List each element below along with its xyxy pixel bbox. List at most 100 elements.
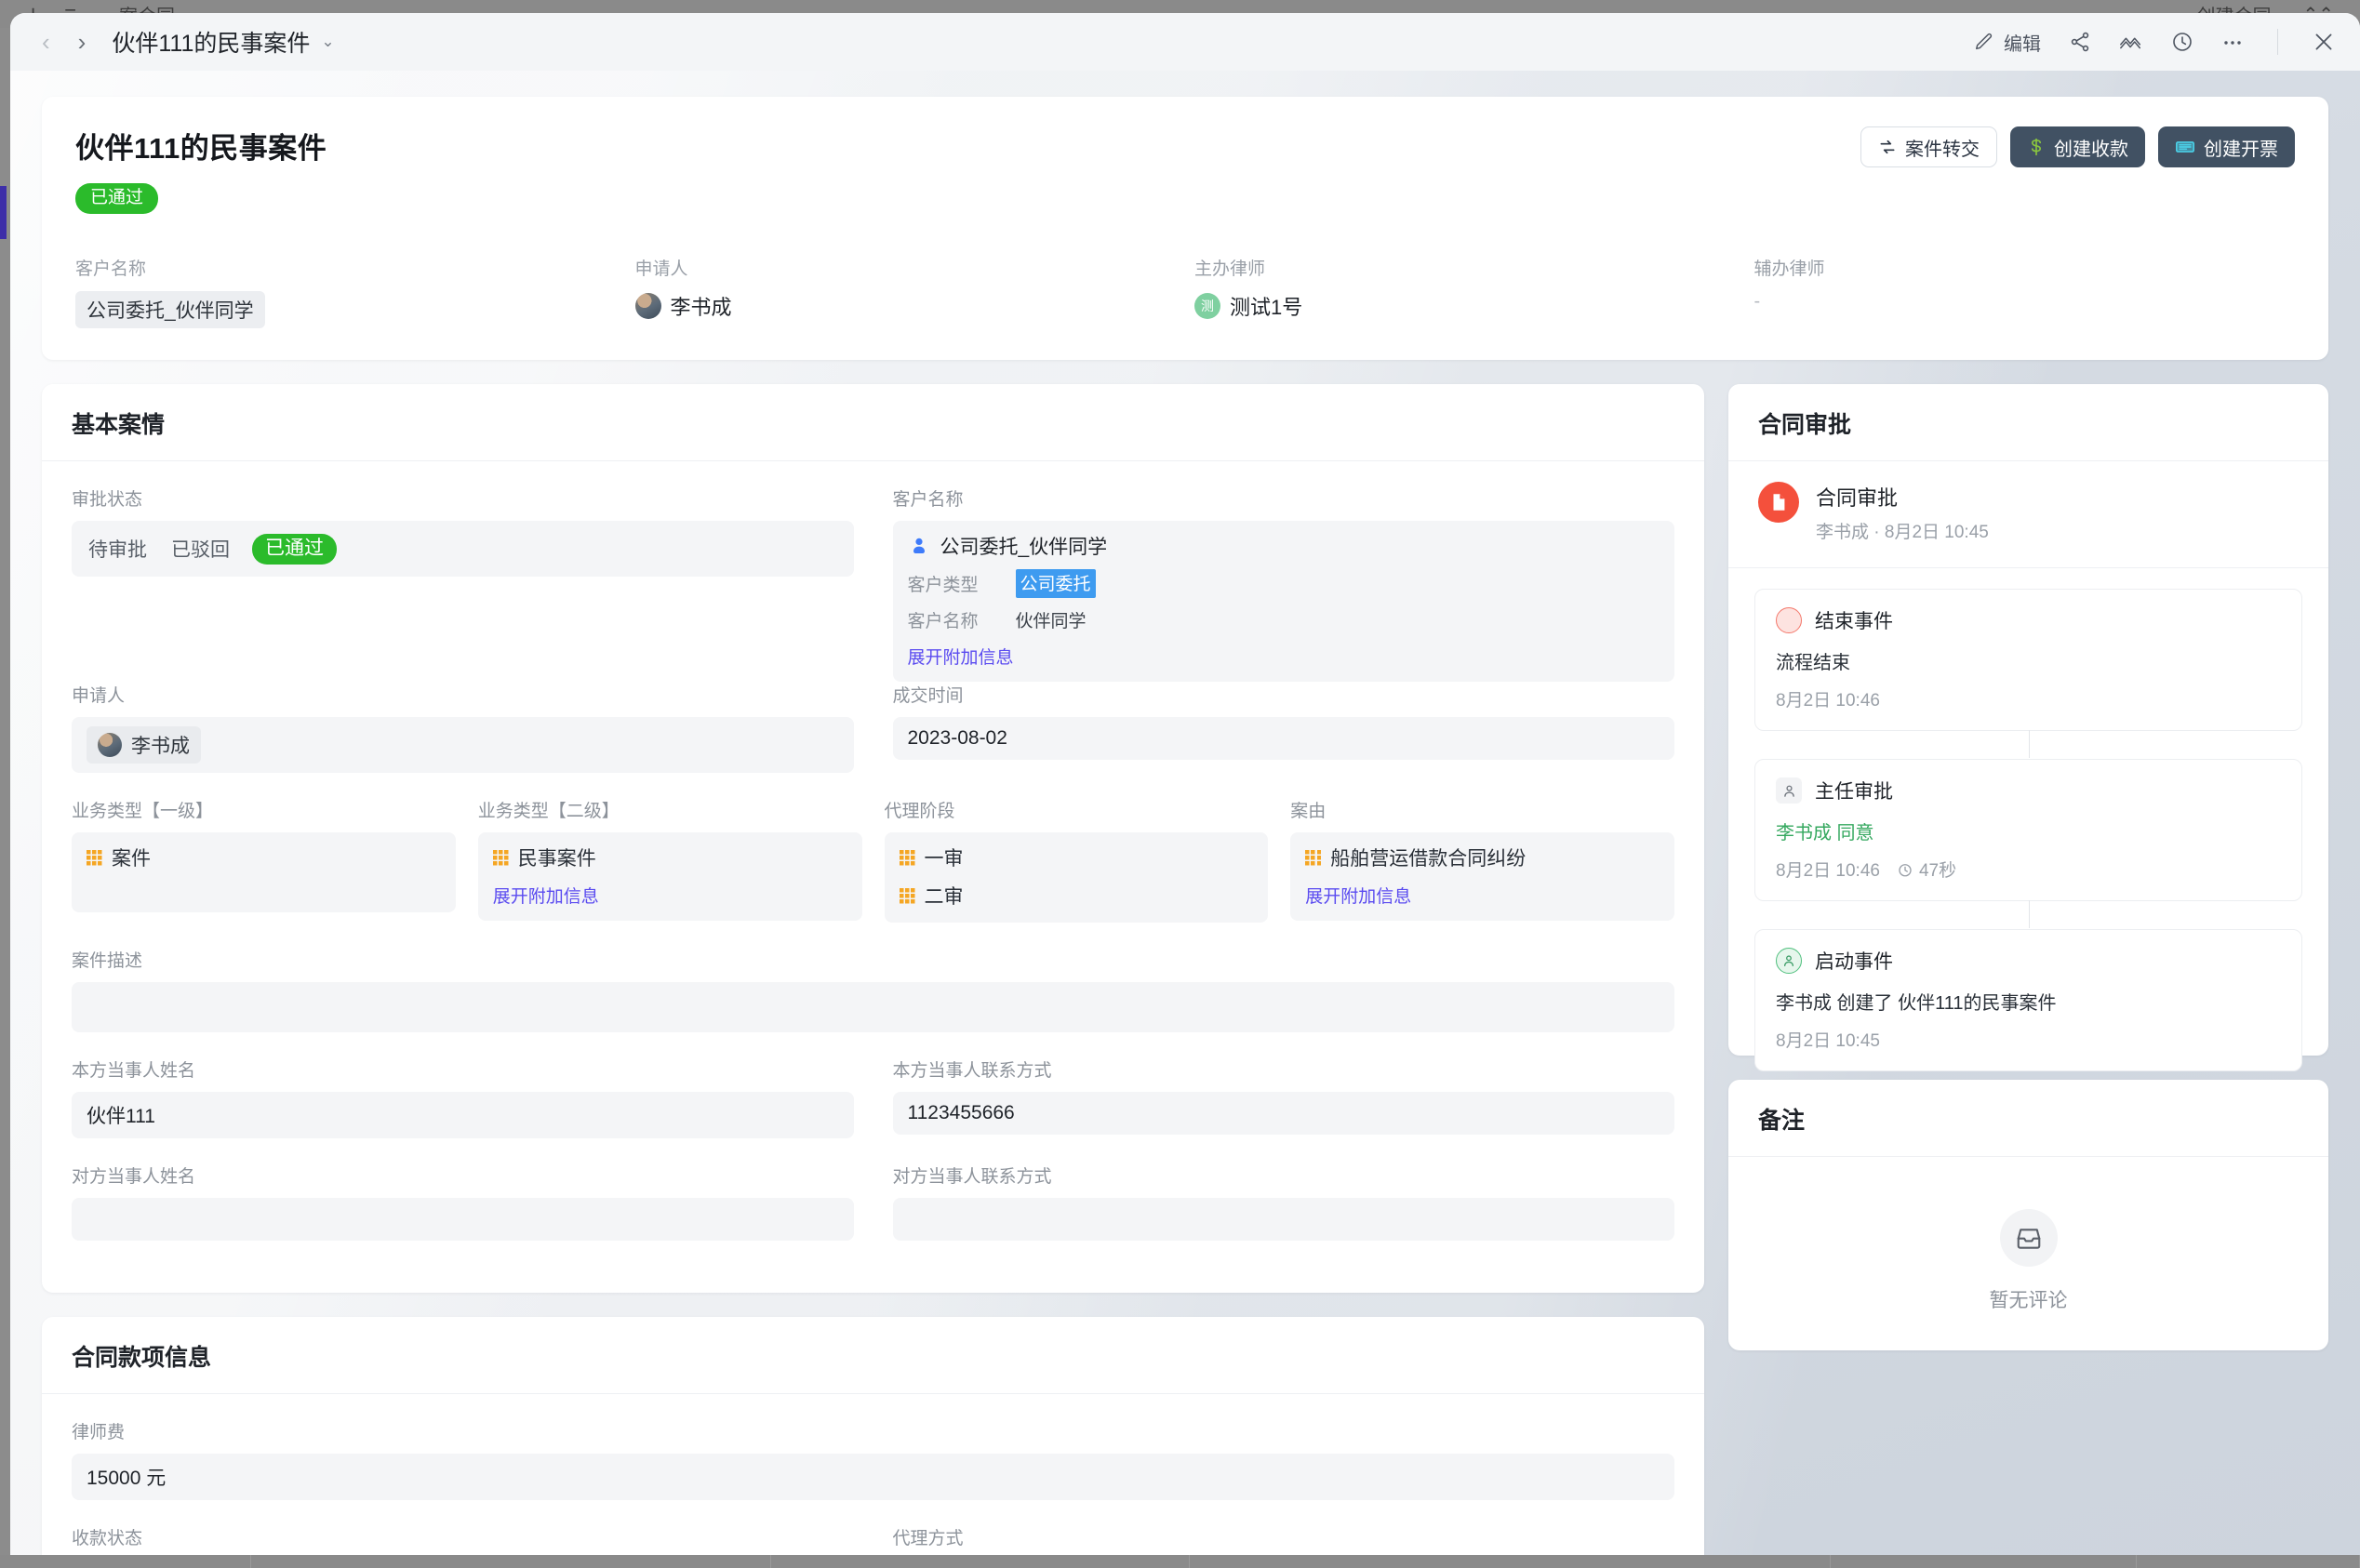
main-grid: 基本案情 审批状态 待审批 已驳回 已通过 (42, 384, 2328, 1557)
edit-button[interactable]: 编辑 (1974, 29, 2041, 56)
page-title: 伙伴111的民事案件 ⌄ (112, 25, 334, 59)
lawyer-fee-value[interactable]: 15000 元 (72, 1454, 1674, 1500)
customer-row-type: 客户类型 公司委托 (908, 569, 1660, 598)
cause-expand-link[interactable]: 展开附加信息 (1305, 887, 1412, 907)
biz-type-l1-tag: 案件 (87, 844, 441, 871)
status-badge: 已通过 (75, 183, 159, 214)
detail-modal: ‹ › 伙伴111的民事案件 ⌄ 编辑 伙伴111的民事案件 已通过 (10, 13, 2360, 1557)
biz-type-l2-label: 业务类型【二级】 (477, 802, 620, 821)
right-column: 合同审批 合同审批 李书成 · 8月2日 10:45 (1728, 384, 2328, 1557)
left-column: 基本案情 审批状态 待审批 已驳回 已通过 (42, 384, 1704, 1557)
timeline-duration-1: 47秒 (1897, 857, 1956, 882)
customer-type-value: 公司委托 (1015, 569, 1096, 598)
grid-icon (1305, 849, 1322, 866)
grid-icon (899, 887, 915, 904)
field-customer: 客户名称 公司委托_伙伴同学 客户类型 公司委托 (892, 485, 1674, 682)
field-biz-type-l2: 业务类型【二级】 民事案件 展开附加信息 (477, 797, 862, 923)
cause-label: 案由 (1290, 802, 1327, 821)
timeline-item[interactable]: 启动事件 李书成 创建了 伙伴111的民事案件 8月2日 10:45 (1754, 929, 2302, 1071)
our-party-contact-value[interactable]: 1123455666 (892, 1092, 1674, 1135)
modal-header: ‹ › 伙伴111的民事案件 ⌄ 编辑 (10, 13, 2360, 71)
share-icon[interactable] (2069, 31, 2091, 53)
avatar (98, 733, 122, 757)
agent-stage-value-1: 一审 (924, 848, 964, 870)
biz-type-l1-value: 案件 (112, 848, 151, 870)
approval-status-segments: 待审批 已驳回 已通过 (87, 533, 337, 565)
timeline-duration-text-1: 47秒 (1918, 861, 1957, 881)
summary-field-lead-lawyer: 主办律师 测 测试1号 (1194, 255, 1736, 328)
field-biz-type-l1: 业务类型【一级】 案件 (72, 797, 456, 923)
agent-stage-value-2: 二审 (924, 886, 964, 908)
applicant-chip: 李书成 (87, 726, 201, 764)
create-invoice-label: 创建开票 (2204, 139, 2278, 160)
chevron-right-icon[interactable]: › (77, 28, 87, 56)
end-circle-icon (1776, 607, 1802, 633)
timeline-desc-1: 李书成 同意 (1776, 823, 1874, 844)
case-desc-label: 案件描述 (72, 951, 143, 971)
summary-actions: 案件转交 创建收款 创建开票 (1860, 126, 2295, 167)
approval-flow-name: 合同审批 (1816, 486, 1899, 510)
agent-stage-label: 代理阶段 (884, 802, 955, 821)
summary-applicant-label: 申请人 (634, 259, 688, 279)
approval-option-pending[interactable]: 待审批 (88, 539, 147, 561)
customer-expand-link[interactable]: 展开附加信息 (907, 648, 1014, 668)
field-applicant: 申请人 李书成 (72, 682, 854, 773)
approval-flow-meta: 李书成 · 8月2日 10:45 (1816, 523, 1989, 542)
timeline-item[interactable]: 结束事件 流程结束 8月2日 10:46 (1754, 589, 2302, 758)
summary-assist-lawyer-value: - (1753, 291, 1761, 312)
other-party-contact-value[interactable] (892, 1198, 1674, 1241)
applicant-value: 李书成 (131, 736, 190, 757)
ticket-icon (2176, 141, 2194, 153)
close-icon[interactable] (2312, 30, 2336, 54)
cause-tag: 船舶营运借款合同纠纷 (1305, 844, 1660, 871)
timeline-desc-0: 流程结束 (1776, 653, 1850, 673)
background-bottom-strip (0, 1555, 2360, 1568)
approval-header: 合同审批 李书成 · 8月2日 10:45 (1728, 461, 2328, 568)
modal-nav: ‹ › (42, 30, 86, 54)
clock-icon (1899, 863, 1912, 876)
transfer-case-button[interactable]: 案件转交 (1860, 126, 1997, 167)
biz-type-l2-tag: 民事案件 (492, 844, 847, 871)
history-clock-icon[interactable] (2171, 31, 2193, 53)
modal-body: 伙伴111的民事案件 已通过 案件转交 创建收款 创建开票 客户名称 (10, 71, 2360, 1557)
chevron-down-icon[interactable]: ⌄ (321, 33, 335, 50)
cause-value: 船舶营运借款合同纠纷 (1330, 848, 1527, 870)
approval-option-rejected[interactable]: 已驳回 (171, 539, 230, 561)
basic-case-body: 审批状态 待审批 已驳回 已通过 客户名称 (42, 461, 1704, 1293)
avatar: 测 (1194, 293, 1220, 319)
approval-timeline: 结束事件 流程结束 8月2日 10:46 (1728, 568, 2328, 1081)
remarks-empty-state: 暂无评论 (1728, 1157, 2328, 1350)
create-receipt-label: 创建收款 (2054, 139, 2128, 160)
create-receipt-button[interactable]: 创建收款 (2010, 126, 2145, 167)
background-left-rail (0, 28, 10, 1568)
customer-label: 客户名称 (892, 490, 964, 510)
field-payment-status: 收款状态 待收款 部分收款 全部收款 (72, 1524, 854, 1557)
timeline-time-1: 8月2日 10:46 (1776, 861, 1880, 881)
remarks-title: 备注 (1728, 1080, 2328, 1157)
case-title: 伙伴111的民事案件 (75, 132, 327, 165)
summary-field-customer: 客户名称 公司委托_伙伴同学 (75, 255, 617, 328)
summary-applicant-value: 李书成 (670, 296, 732, 319)
create-invoice-button[interactable]: 创建开票 (2158, 126, 2295, 167)
more-ellipsis-icon[interactable] (2221, 31, 2244, 53)
timeline-item[interactable]: 主任审批 李书成 同意 8月2日 10:46 47秒 (1754, 759, 2302, 928)
field-agent-stage: 代理阶段 一审 二审 (884, 797, 1269, 923)
transfer-case-label: 案件转交 (1905, 139, 1980, 160)
payment-status-label: 收款状态 (72, 1529, 143, 1548)
user-circle-icon (913, 538, 925, 553)
other-party-name-value[interactable] (72, 1198, 854, 1241)
field-other-party-name: 对方当事人姓名 (72, 1163, 854, 1241)
lawyer-fee-label: 律师费 (72, 1423, 126, 1442)
timeline-desc-2: 李书成 创建了 伙伴111的民事案件 (1776, 993, 2057, 1014)
field-lawyer-fee: 律师费 15000 元 (72, 1418, 1674, 1500)
case-desc-value[interactable] (72, 982, 1674, 1032)
summary-field-assist-lawyer: 辅办律师 - (1754, 255, 2296, 328)
chevron-left-icon[interactable]: ‹ (42, 28, 50, 56)
biz-type-l2-expand-link[interactable]: 展开附加信息 (492, 887, 599, 907)
link-icon[interactable] (2119, 31, 2143, 53)
timeline-title-0: 结束事件 (1815, 611, 1893, 632)
deal-time-label: 成交时间 (892, 686, 964, 706)
our-party-name-value[interactable]: 伙伴111 (72, 1092, 854, 1138)
document-icon (1758, 482, 1799, 523)
approval-option-passed[interactable]: 已通过 (252, 533, 337, 565)
